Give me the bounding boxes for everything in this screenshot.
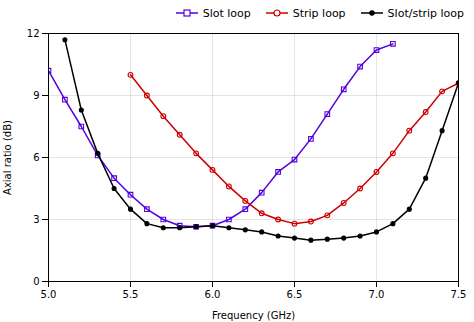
svg-text:5.0: 5.0 <box>41 289 57 300</box>
html-text:Slot loop: Slot loop <box>202 6 251 20</box>
svg-text:3: 3 <box>33 214 39 225</box>
html-text:Slot/strip loop: Slot/strip loop <box>387 6 464 20</box>
svg-text:0: 0 <box>33 276 39 287</box>
html-text:Strip loop: Strip loop <box>292 6 346 20</box>
svg-text:7.0: 7.0 <box>369 289 385 300</box>
svg-text:Axial ratio (dB): Axial ratio (dB) <box>2 120 13 195</box>
svg-text:7.5: 7.5 <box>451 289 467 300</box>
svg-text:5.5: 5.5 <box>123 289 139 300</box>
svg-text:6: 6 <box>33 152 39 163</box>
svg-text:9: 9 <box>33 90 39 101</box>
svg-text:6.0: 6.0 <box>205 289 221 300</box>
svg-text:Frequency (GHz): Frequency (GHz) <box>212 310 295 321</box>
svg-text:6.5: 6.5 <box>287 289 303 300</box>
svg-text:12: 12 <box>27 28 40 39</box>
